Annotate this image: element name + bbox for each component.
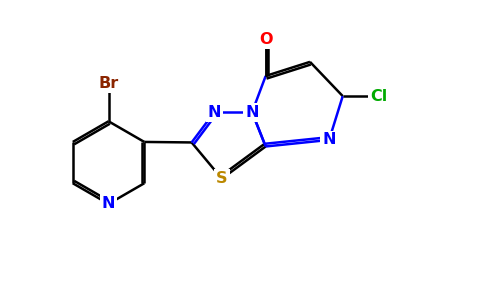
Text: Br: Br [98, 76, 119, 91]
Text: O: O [259, 32, 272, 47]
Text: N: N [245, 105, 259, 120]
Text: N: N [208, 105, 221, 120]
Text: Cl: Cl [370, 88, 388, 104]
Text: N: N [102, 196, 115, 211]
Text: N: N [322, 132, 336, 147]
Text: S: S [216, 171, 227, 186]
